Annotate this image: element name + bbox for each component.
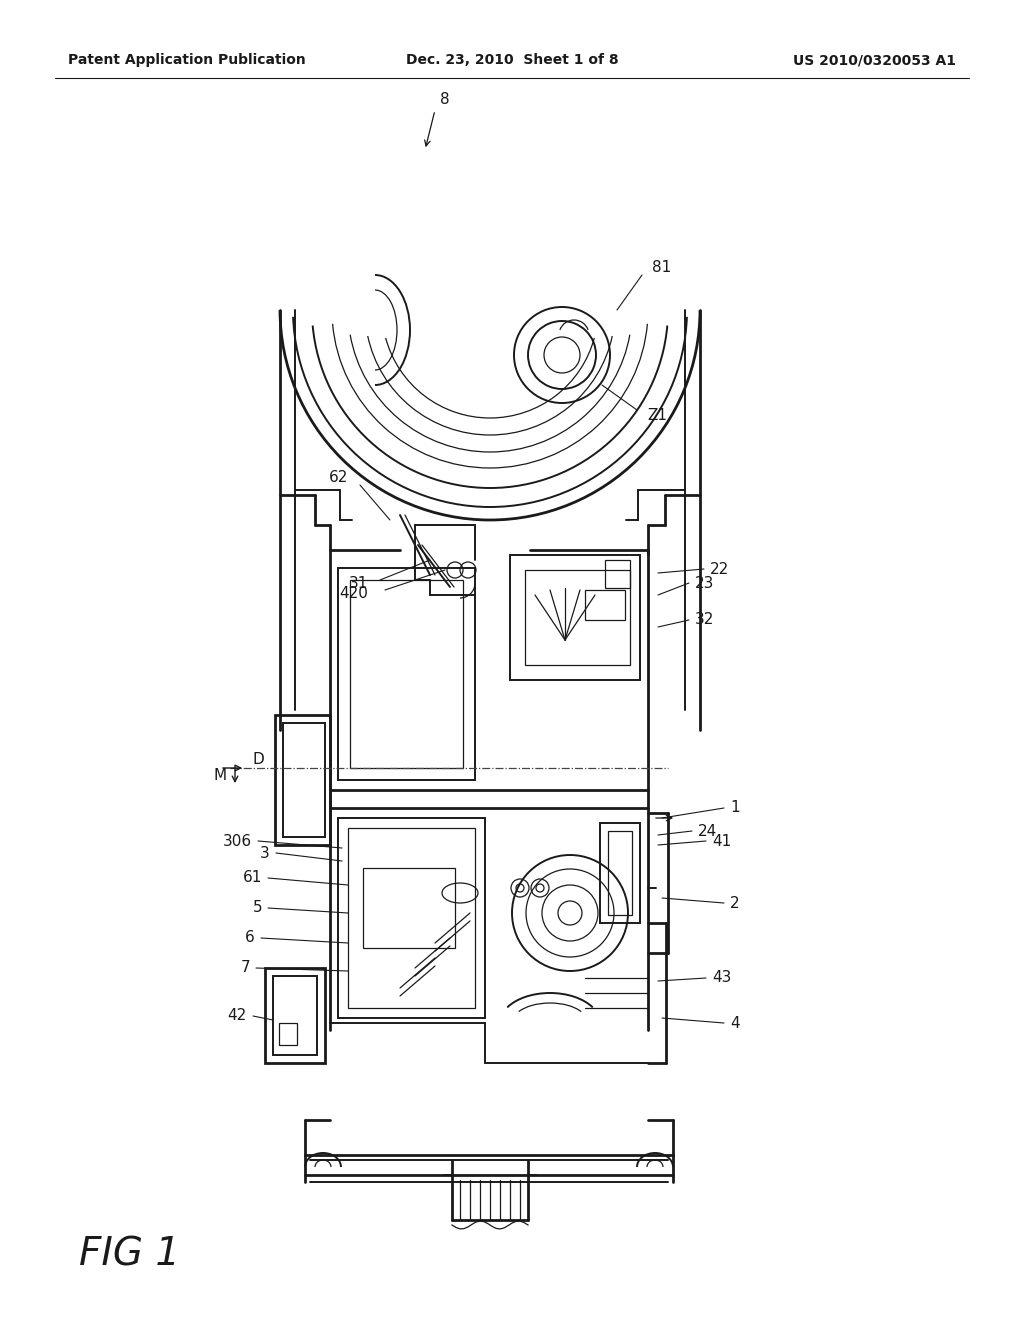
Bar [265, 968, 325, 1063]
Text: 32: 32 [695, 612, 715, 627]
Bar [338, 818, 485, 1018]
Bar [275, 715, 330, 845]
Bar [279, 1023, 297, 1045]
Bar [510, 554, 640, 680]
Text: 42: 42 [227, 1008, 247, 1023]
Bar [350, 579, 463, 768]
Text: 7: 7 [241, 961, 250, 975]
Text: 8: 8 [440, 92, 450, 107]
Text: 3: 3 [260, 846, 270, 861]
Text: 23: 23 [695, 576, 715, 590]
Text: Z1: Z1 [647, 408, 667, 422]
Text: M: M [213, 768, 226, 784]
Text: 1: 1 [730, 800, 739, 816]
Text: 61: 61 [243, 870, 262, 886]
Text: Patent Application Publication: Patent Application Publication [68, 53, 306, 67]
Text: 24: 24 [698, 824, 717, 838]
Bar [362, 869, 455, 948]
Text: D: D [252, 752, 264, 767]
Text: Dec. 23, 2010  Sheet 1 of 8: Dec. 23, 2010 Sheet 1 of 8 [406, 53, 618, 67]
Text: 31: 31 [348, 576, 368, 590]
Text: 306: 306 [223, 833, 252, 849]
Text: 4: 4 [730, 1015, 739, 1031]
Text: 420: 420 [339, 586, 368, 601]
Bar [338, 568, 475, 780]
Bar [273, 975, 317, 1055]
Text: 22: 22 [710, 561, 729, 577]
Text: 41: 41 [712, 833, 731, 849]
Bar [585, 590, 625, 620]
Bar [525, 570, 630, 665]
Bar [605, 560, 630, 587]
Text: 81: 81 [652, 260, 672, 275]
Bar [348, 828, 475, 1008]
Bar [600, 822, 640, 923]
Bar [283, 723, 325, 837]
Text: 6: 6 [246, 931, 255, 945]
Text: 62: 62 [329, 470, 348, 484]
Text: US 2010/0320053 A1: US 2010/0320053 A1 [793, 53, 956, 67]
Text: 2: 2 [730, 895, 739, 911]
Text: FIG 1: FIG 1 [80, 1236, 180, 1272]
Bar [608, 832, 632, 915]
Text: 5: 5 [252, 900, 262, 916]
Text: 43: 43 [712, 970, 731, 986]
